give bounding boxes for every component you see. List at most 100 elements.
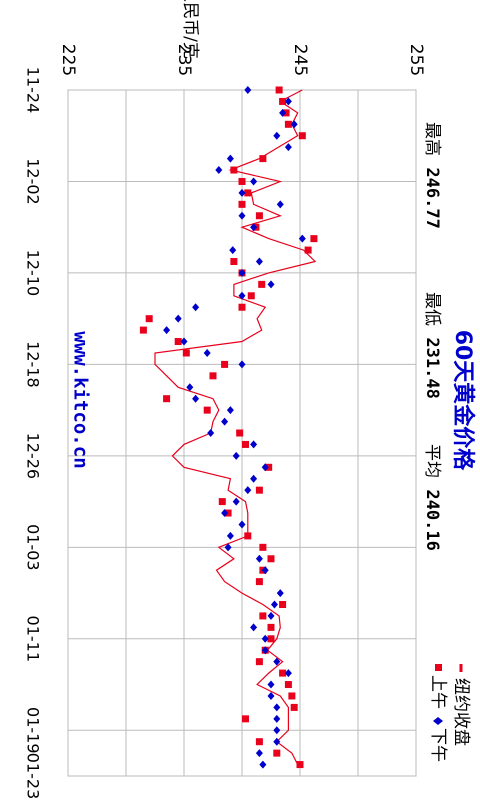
- pm-point: [226, 154, 234, 163]
- pm-point: [261, 463, 269, 472]
- legend-close-label: 纽约收盘: [451, 678, 471, 746]
- low-value: 231.48: [422, 337, 442, 398]
- legend-pm-label: 下午: [428, 728, 448, 762]
- x-tick-label: 11-24: [24, 67, 43, 114]
- legend-pm-marker: [433, 717, 443, 725]
- legend-pm: 下午: [428, 717, 448, 762]
- am-point: [284, 120, 292, 128]
- am-point: [255, 658, 263, 666]
- am-point: [163, 395, 171, 403]
- pm-point: [226, 406, 234, 415]
- am-point: [279, 669, 287, 677]
- y-tick-label: 255: [406, 44, 426, 76]
- pm-point: [250, 440, 258, 449]
- pm-point: [273, 726, 281, 735]
- am-point: [236, 429, 244, 437]
- pm-point: [174, 314, 182, 323]
- pm-point: [238, 268, 246, 277]
- avg-value: 240.16: [422, 489, 442, 550]
- am-point: [284, 681, 292, 689]
- x-tick-label: 01-23: [24, 753, 43, 800]
- pm-point: [186, 383, 194, 392]
- pm-point: [224, 543, 232, 552]
- x-tick-label: 12-02: [24, 158, 43, 205]
- am-point: [275, 86, 283, 94]
- pm-point: [290, 120, 298, 129]
- am-point: [288, 692, 296, 700]
- pm-point: [267, 611, 275, 620]
- am-point: [267, 623, 275, 631]
- am-point: [244, 189, 252, 197]
- pm-point: [273, 703, 281, 712]
- am-point: [279, 97, 287, 105]
- am-point: [244, 532, 252, 540]
- am-point: [255, 578, 263, 586]
- am-point: [296, 761, 304, 769]
- low-stat: 最低 231.48: [422, 292, 442, 399]
- y-tick-label: 245: [290, 44, 310, 76]
- pm-point: [261, 646, 269, 655]
- avg-label: 平均: [422, 444, 442, 478]
- y-axis-label: 人民币/克: [180, 0, 200, 59]
- am-point: [259, 543, 267, 551]
- y-tick-labels: 225 235 245 255: [58, 44, 426, 76]
- legend-am: 上午: [428, 664, 448, 709]
- am-point: [174, 338, 182, 346]
- am-point: [221, 360, 229, 368]
- pm-point: [238, 291, 246, 300]
- pm-point: [273, 131, 281, 140]
- pm-point: [273, 737, 281, 746]
- pm-point: [276, 200, 284, 209]
- svg-text:最高 246.77: 最高 246.77: [422, 122, 442, 229]
- pm-point: [284, 97, 292, 106]
- chart-title: 60天黄金价格: [450, 330, 476, 472]
- pm-point: [250, 177, 258, 186]
- pm-point: [261, 634, 269, 643]
- pm-point: [192, 303, 200, 312]
- pm-point: [255, 749, 263, 758]
- x-tick-label: 12-26: [24, 433, 43, 480]
- legend-am-marker: [435, 664, 442, 671]
- pm-point: [226, 531, 234, 540]
- x-tick-labels: 11-24 12-02 12-10 12-18 12-26 01-03 01-11 01-19…: [24, 67, 43, 800]
- x-tick-label: 01-03: [24, 524, 43, 571]
- pm-point: [238, 188, 246, 197]
- am-point: [273, 749, 281, 757]
- legend: 纽约收盘 上午 下午: [428, 664, 471, 762]
- pm-point: [244, 486, 252, 495]
- pm-point: [180, 337, 188, 346]
- am-point: [267, 555, 275, 563]
- am-point: [139, 326, 147, 334]
- am-point: [259, 155, 267, 163]
- legend-close: 纽约收盘: [451, 664, 471, 746]
- am-point: [238, 200, 246, 208]
- pm-point: [298, 234, 306, 243]
- pm-point: [232, 451, 240, 460]
- pm-point: [250, 623, 258, 632]
- pm-point: [203, 348, 211, 357]
- pm-point: [261, 566, 269, 575]
- rotated-texts: 人民币/克 60天黄金价格 最高 246.77 最低 231.48 平均 240…: [70, 0, 477, 762]
- pm-point: [238, 360, 246, 369]
- svg-text:平均 240.16: 平均 240.16: [422, 444, 442, 551]
- y-tick-label: 225: [58, 44, 78, 76]
- am-point: [255, 738, 263, 746]
- website-label: www.kitco.cn: [70, 331, 92, 468]
- pm-point: [221, 509, 229, 518]
- am-point: [255, 486, 263, 494]
- pm-point: [229, 246, 237, 255]
- am-point: [298, 132, 306, 140]
- avg-stat: 平均 240.16: [422, 444, 442, 551]
- x-tick-label: 01-11: [24, 616, 43, 663]
- am-point: [218, 498, 226, 506]
- pm-point: [259, 760, 267, 769]
- pm-point: [279, 108, 287, 117]
- am-point: [238, 303, 246, 311]
- am-point: [247, 292, 255, 300]
- legend-am-label: 上午: [428, 675, 448, 709]
- pm-point: [273, 714, 281, 723]
- pm-point: [250, 223, 258, 232]
- am-point: [279, 601, 287, 608]
